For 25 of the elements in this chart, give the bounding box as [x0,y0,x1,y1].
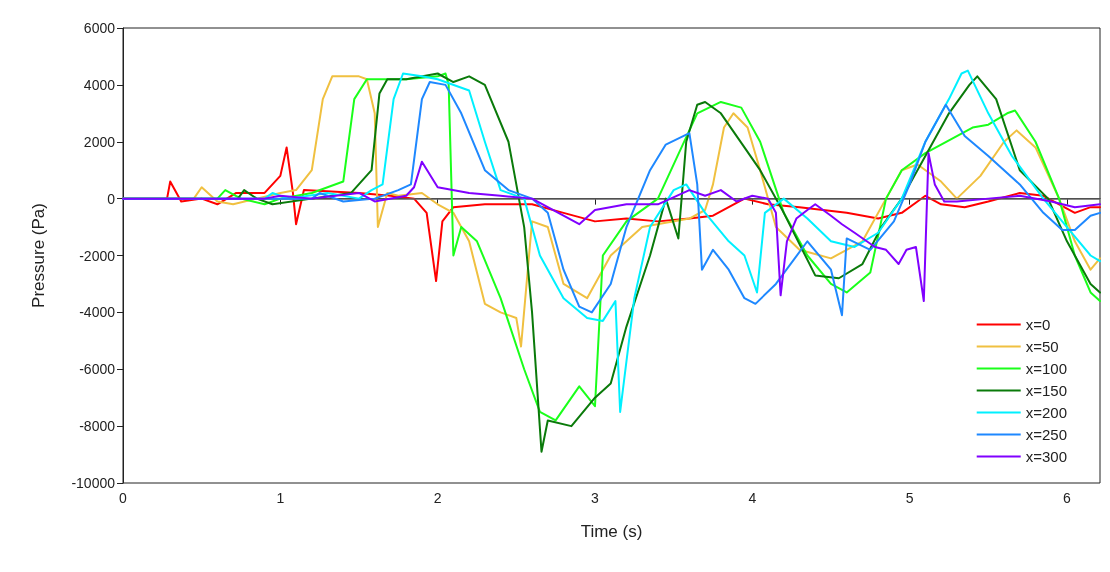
x-axis-title: Time (s) [580,522,643,541]
legend-label: x=100 [1025,360,1068,377]
y-axis-title: Pressure (Pa) [29,203,48,308]
x-tick-label: 3 [591,490,600,506]
y-tick-label: 4000 [83,76,116,93]
legend-label: x=50 [1025,338,1059,355]
y-tick-label: 6000 [83,20,116,36]
x-tick-label: 1 [276,490,285,506]
x-tick-label: 0 [119,490,128,506]
legend-label: x=0 [1025,316,1051,333]
legend-label: x=200 [1025,404,1068,421]
legend-label: x=300 [1025,448,1068,465]
legend-label: x=250 [1025,426,1068,443]
x-tick-label: 6 [1063,490,1072,506]
y-tick-label: -2000 [79,247,116,264]
x-tick-label: 4 [748,490,757,506]
x-tick-label: 5 [905,490,914,506]
y-tick-label: -4000 [79,304,116,321]
y-tick-label: 2000 [83,133,116,150]
y-tick-label: -10000 [71,475,116,491]
y-tick-label: -8000 [79,418,116,435]
x-tick-label: 2 [433,490,442,506]
y-tick-label: 0 [107,190,116,207]
y-tick-label: -6000 [79,361,116,378]
legend-label: x=150 [1025,382,1068,399]
